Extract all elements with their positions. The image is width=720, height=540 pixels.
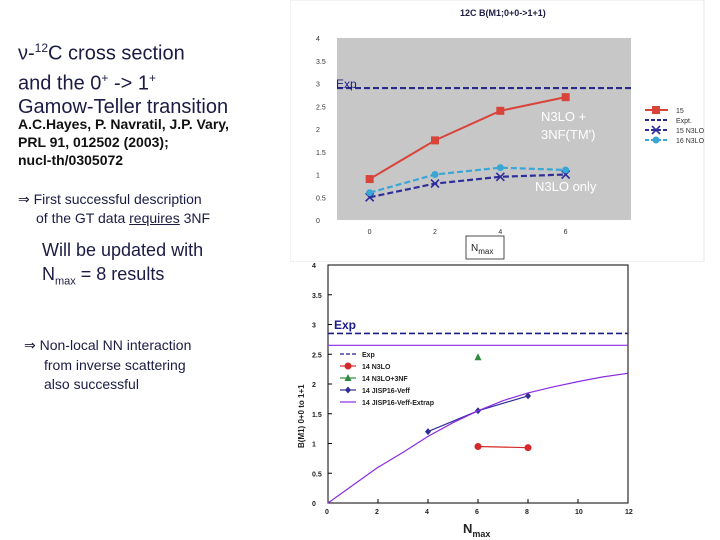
top-chart: 12C B(M1;0+0->1+1) 0 0.5 1 1.5 2 2.5 3 3.5 4 0 2 4… [290,0,705,262]
top-series-line-16-n3lo [369,166,566,194]
reference-text: A.C.Hayes, P. Navratil, J.P. Vary, PRL 9… [18,116,229,168]
n3lo-3nf-label-line1: N3LO + [541,109,586,124]
bottom-data-point [425,428,431,436]
bottom-xtick-label: 10 [575,509,583,516]
top-ytick-label: 3.5 [316,59,326,66]
top-data-point [366,189,374,197]
bottom-xtick-label: 2 [375,509,379,516]
top-data-point [562,166,570,174]
top-data-point [496,106,505,115]
top-xlabel-box [465,235,505,260]
top-legend-label: 15 N3LO [676,128,705,135]
bottom-ytick-label: 1.5 [312,412,322,419]
bottom-legend-label: Exp [362,352,375,359]
bottom-xtick-label: 4 [425,509,429,516]
top-data-point [496,164,504,172]
bottom-legend-label: 14 JISP16-Veff [362,388,411,395]
top-legend-label: 16 N3LO [676,138,705,145]
bottom-ytick-label: 1 [312,442,316,449]
top-ytick-label: 3 [316,82,320,89]
bullet-gt-data: ⇒ First successful description of the GT… [18,191,211,226]
top-data-point [495,172,505,182]
top-legend-label: Expt. [676,118,692,125]
bottom-exp-label: Exp [334,318,356,332]
top-xtick-label: 4 [498,229,502,236]
top-ytick-label: 1 [316,173,320,180]
bottom-legend-label: 14 N3LO+3NF [362,376,408,383]
bottom-series-line-14-n3lo [477,445,529,449]
bottom-data-point [525,392,531,400]
bottom-ytick-label: 4 [312,263,316,270]
implies-arrow-icon: ⇒ [18,192,30,208]
top-chart-title: 12C B(M1;0+0->1+1) [460,8,546,18]
bottom-ytick-label: 0.5 [312,471,322,478]
bottom-xtick-label: 8 [525,509,529,516]
top-legend-marker [652,106,660,114]
bottom-xtick-label: 0 [325,509,329,516]
top-data-point [431,136,439,145]
bottom-chart: B(M1) 0+0 to 1+1 0 0.5 1 1.5 2 2.5 3 3.5 4 0 2 4 6 8… [297,263,633,539]
bottom-legend-marker [345,386,351,394]
top-ytick-label: 4 [316,36,320,43]
top-xlabel: Nmax [471,243,493,256]
top-xtick-label: 6 [564,229,568,236]
bottom-ytick-label: 3 [312,323,316,330]
top-xtick-label: 2 [433,229,437,236]
bottom-legend-marker [344,362,352,370]
bottom-ytick-label: 3.5 [312,293,322,300]
top-series-line-15 [369,96,566,180]
bottom-legend-label: 14 JISP16-Veff-Extrap [362,400,434,407]
top-legend-label: 15 [676,108,684,115]
top-series-line-15-n3lo [369,173,566,199]
update-note: Will be updated with Nmax = 8 results [42,240,204,288]
top-data-point [430,179,440,189]
n3lo-only-label: N3LO only [535,179,597,194]
bottom-data-point [474,442,482,450]
bottom-xlabel: Nmax [463,521,490,539]
bottom-ytick-label: 0 [312,501,316,508]
n3lo-3nf-label-line2: 3NF(TM') [541,127,595,142]
implies-arrow-icon: ⇒ [24,338,36,354]
top-ytick-label: 2 [316,127,320,134]
top-exp-label: Exp [336,77,357,91]
bottom-data-point [524,444,532,452]
top-ytick-label: 1.5 [316,150,326,157]
top-ytick-label: 0.5 [316,195,326,202]
top-xtick-label: 0 [368,229,372,236]
bullet-non-local-nn: ⇒ Non-local NN interaction from inverse … [24,337,192,392]
top-chart-plot-area [337,38,631,220]
bottom-ylabel: B(M1) 0+0 to 1+1 [297,384,306,448]
top-data-point [365,175,374,184]
top-legend-marker [651,125,661,135]
bottom-chart-plot-area [327,264,629,504]
bottom-ytick-label: 2.5 [312,352,322,359]
bottom-xtick-label: 6 [475,509,479,516]
top-data-point [561,93,570,102]
bottom-legend-label: 14 N3LO [362,364,391,371]
top-ytick-label: 2.5 [316,104,326,111]
bottom-ytick-label: 2 [312,382,316,389]
bottom-xtick-label: 12 [625,509,633,516]
top-ytick-label: 0 [316,218,320,225]
top-legend-marker [652,136,660,144]
bottom-series-line-14-jisp16-veff-extrap [327,372,629,504]
bottom-data-point [474,353,482,361]
slide-title: ν-12C cross section and the 0+ -> 1+ Gamow… [18,41,229,119]
bottom-legend-marker [344,374,352,381]
top-data-point [431,171,439,178]
